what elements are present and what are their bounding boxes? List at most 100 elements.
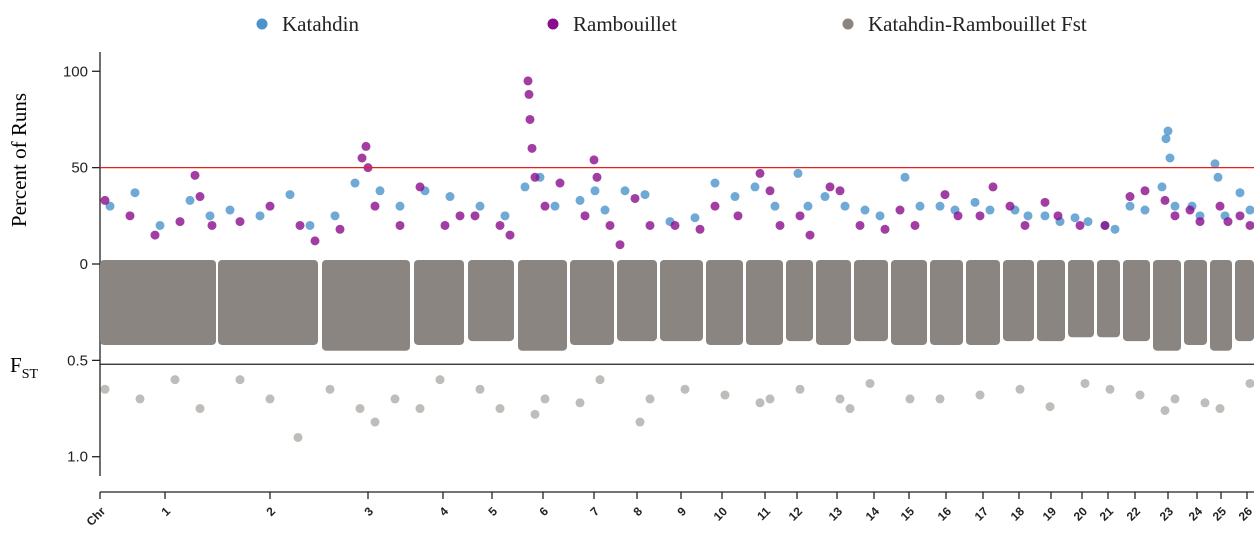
y-tick-label: 50 — [71, 160, 88, 177]
data-point — [775, 220, 785, 230]
data-point — [540, 394, 550, 404]
data-point — [190, 170, 200, 180]
fst-cloud — [218, 260, 318, 345]
data-point — [475, 201, 485, 211]
data-point — [580, 211, 590, 221]
fst-cloud — [1003, 260, 1034, 342]
data-point — [720, 390, 730, 400]
data-point — [605, 220, 615, 230]
data-point — [1160, 195, 1170, 205]
data-point — [845, 404, 855, 414]
x-tick-label: 6 — [536, 504, 551, 519]
data-point — [505, 230, 515, 240]
x-tick-label: 13 — [826, 504, 846, 524]
y2-axis-title: FST — [10, 353, 38, 382]
data-point — [1040, 211, 1050, 221]
data-point — [1215, 404, 1225, 414]
x-tick-label: 17 — [972, 504, 992, 524]
data-point — [765, 394, 775, 404]
data-point — [1045, 402, 1055, 412]
data-point — [755, 168, 765, 178]
data-point — [975, 390, 985, 400]
fst-cloud — [1097, 260, 1120, 338]
x-tick-label: 21 — [1097, 504, 1117, 524]
data-point — [125, 211, 135, 221]
data-point — [100, 195, 110, 205]
data-point — [361, 141, 371, 151]
data-point — [865, 378, 875, 388]
data-point — [435, 375, 445, 385]
fst-cloud — [1210, 260, 1232, 351]
data-point — [375, 186, 385, 196]
data-point — [155, 220, 165, 230]
data-point — [1170, 201, 1180, 211]
data-point — [310, 236, 320, 246]
data-point — [615, 240, 625, 250]
data-point — [589, 155, 599, 165]
data-point — [1140, 205, 1150, 215]
data-point — [475, 384, 485, 394]
data-point — [305, 220, 315, 230]
data-point — [840, 201, 850, 211]
data-point — [370, 417, 380, 427]
x-tick-label: 14 — [863, 504, 883, 524]
data-point — [525, 114, 535, 124]
x-tick-label: 26 — [1236, 504, 1254, 524]
data-point — [1235, 188, 1245, 198]
x-tick-label: 19 — [1040, 504, 1060, 524]
data-point — [1075, 220, 1085, 230]
data-point — [970, 197, 980, 207]
data-point — [770, 201, 780, 211]
data-point — [1215, 201, 1225, 211]
x-tick-label: 5 — [485, 504, 500, 519]
data-point — [635, 417, 645, 427]
fst-cloud — [786, 260, 813, 342]
data-point — [370, 201, 380, 211]
data-point — [395, 201, 405, 211]
data-point — [600, 205, 610, 215]
data-point — [225, 205, 235, 215]
fst-cloud — [660, 260, 703, 342]
data-point — [550, 201, 560, 211]
data-point — [1160, 405, 1170, 415]
data-point — [730, 192, 740, 202]
x-tick-label: 15 — [898, 504, 918, 524]
fst-cloud — [966, 260, 1000, 345]
legend-label: Katahdin-Rambouillet Fst — [868, 12, 1087, 36]
data-point — [880, 224, 890, 234]
data-point — [875, 211, 885, 221]
data-point — [1135, 390, 1145, 400]
data-point — [185, 195, 195, 205]
legend-label: Katahdin — [282, 12, 359, 36]
data-point — [985, 205, 995, 215]
data-point — [575, 398, 585, 408]
x-tick-label: 11 — [754, 504, 773, 523]
y-tick-label: 100 — [63, 63, 88, 80]
data-point — [524, 89, 534, 99]
data-point — [690, 213, 700, 223]
y-tick-label: 0.5 — [67, 352, 88, 369]
x-tick-label: 12 — [786, 504, 806, 524]
data-point — [500, 211, 510, 221]
data-point — [710, 201, 720, 211]
data-point — [445, 192, 455, 202]
fst-cloud — [1068, 260, 1094, 338]
data-point — [1070, 213, 1080, 223]
data-point — [835, 186, 845, 196]
data-point — [1161, 134, 1171, 144]
data-point — [1165, 153, 1175, 163]
data-point — [1200, 398, 1210, 408]
data-point — [755, 398, 765, 408]
data-point — [555, 178, 565, 188]
data-point — [590, 186, 600, 196]
fst-cloud — [1037, 260, 1065, 342]
legend-marker — [842, 18, 854, 30]
x-tick-label: 9 — [674, 504, 689, 519]
x-tick-label: 8 — [630, 504, 645, 519]
y2-axis-title-sub: ST — [22, 367, 39, 382]
data-point — [1100, 220, 1110, 230]
data-point — [520, 182, 530, 192]
data-point — [988, 182, 998, 192]
y-tick-label: 0 — [80, 256, 88, 273]
